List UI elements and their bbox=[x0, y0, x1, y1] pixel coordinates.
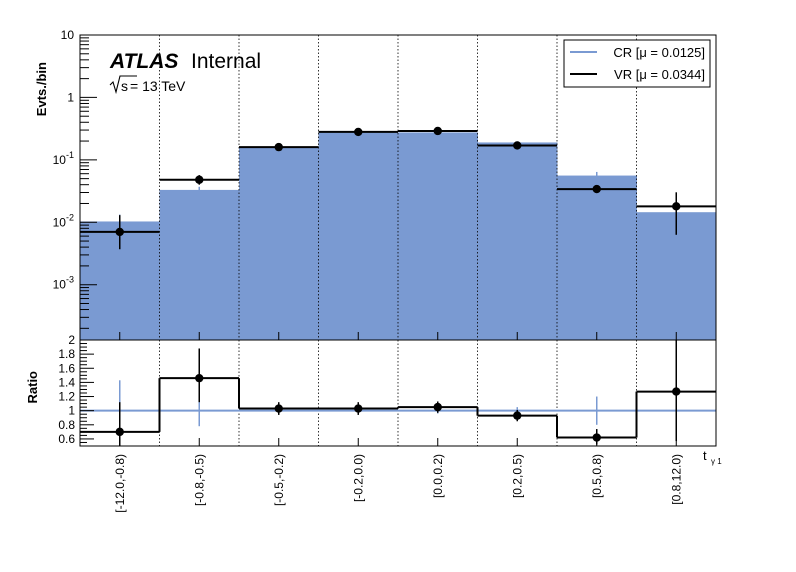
vr-point bbox=[195, 175, 204, 184]
ratio-y-tick-label: 1.4 bbox=[58, 375, 75, 389]
ratio-point bbox=[592, 433, 601, 442]
main-panel: 10-3 10-2 10-1 1 10 Evts./bin ATLAS Internal… bbox=[34, 28, 717, 341]
x-tick-label: [0.8,12.0) bbox=[669, 454, 683, 505]
ratio-y-tick-label: 1.6 bbox=[58, 361, 75, 375]
ratio-y-label: Ratio bbox=[25, 371, 40, 404]
legend-vr-label: VR [μ = 0.0344] bbox=[614, 67, 705, 82]
x-axis-label: t bbox=[703, 448, 707, 463]
ratio-y-tick-label: 0.6 bbox=[58, 432, 75, 446]
legend-cr-label: CR [μ = 0.0125] bbox=[613, 45, 705, 60]
cr-histogram bbox=[80, 131, 717, 340]
x-tick-labels: [-12.0,-0.8) [-0.8,-0.5) [-0.5,-0.2) [-0.2,… bbox=[113, 332, 683, 513]
main-y-tick-label: 10-2 bbox=[53, 212, 74, 229]
x-tick-label: [-0.8,-0.5) bbox=[192, 454, 206, 506]
main-y-tick-label: 1 bbox=[67, 90, 74, 104]
ratio-point bbox=[354, 404, 363, 413]
atlas-label: ATLAS Internal s = 13 TeV bbox=[109, 50, 261, 95]
legend: CR [μ = 0.0125] VR [μ = 0.0344] bbox=[563, 39, 711, 88]
vr-point bbox=[115, 227, 124, 237]
ratio-point bbox=[672, 387, 681, 396]
ratio-point bbox=[513, 411, 522, 420]
ratio-y-tick-label: 1 bbox=[68, 404, 75, 418]
cr-bar bbox=[477, 142, 558, 340]
sqrt-symbol bbox=[109, 75, 137, 95]
ratio-y-tick-label: 1.8 bbox=[58, 347, 75, 361]
atlas-experiment-text: ATLAS bbox=[109, 50, 178, 73]
vr-point bbox=[274, 142, 283, 152]
x-tick-label: [0.2,0.5) bbox=[510, 454, 524, 498]
main-y-label: Evts./bin bbox=[34, 62, 49, 116]
cr-bar bbox=[318, 132, 399, 340]
x-tick-label: [-0.2,0.0) bbox=[351, 454, 365, 502]
cr-bar bbox=[557, 175, 637, 340]
vr-point bbox=[433, 126, 442, 136]
atlas-status-text: Internal bbox=[191, 50, 261, 73]
cr-bar bbox=[398, 132, 478, 340]
ratio-y-tick-label: 1.2 bbox=[58, 390, 75, 404]
ratio-point bbox=[115, 427, 124, 437]
x-tick-label: [-12.0,-0.8) bbox=[113, 454, 127, 513]
ratio-panel: 0.60.811.21.41.61.82 Ratio [-12.0,-0.8)[… bbox=[25, 332, 722, 513]
vr-series bbox=[80, 126, 716, 250]
ratio-y-tick-label: 0.8 bbox=[58, 418, 75, 432]
x-tick-label: [0.5,0.8) bbox=[590, 454, 604, 498]
x-axis-label-subscript: γ 1 bbox=[711, 457, 722, 466]
main-y-tick-label: 10 bbox=[61, 28, 75, 42]
energy-value-text: = 13 TeV bbox=[130, 78, 186, 94]
ratio-series bbox=[80, 340, 716, 446]
ratio-frame bbox=[79, 339, 717, 447]
ratio-point bbox=[195, 373, 204, 383]
cr-bar bbox=[239, 147, 319, 340]
main-y-tick-label: 10-3 bbox=[53, 275, 74, 292]
main-y-tick-label: 10-1 bbox=[53, 150, 74, 167]
ratio-y-tick-label: 2 bbox=[68, 333, 75, 347]
vr-point bbox=[592, 184, 601, 194]
cr-bar bbox=[159, 189, 240, 340]
ratio-y-axis: 0.60.811.21.41.61.82 bbox=[58, 333, 94, 447]
legend-box bbox=[563, 39, 711, 88]
energy-s-text: s bbox=[121, 78, 128, 94]
main-y-axis: 10-3 10-2 10-1 1 10 bbox=[53, 28, 97, 329]
x-tick-label: [0.0,0.2) bbox=[431, 454, 445, 498]
x-tick-label: [-0.5,-0.2) bbox=[272, 454, 286, 506]
energy-label: s = 13 TeV bbox=[109, 75, 186, 95]
vr-point bbox=[354, 127, 363, 137]
vr-point bbox=[513, 141, 522, 150]
vr-point bbox=[672, 202, 681, 211]
ratio-point bbox=[274, 404, 283, 413]
ratio-point bbox=[433, 402, 442, 412]
